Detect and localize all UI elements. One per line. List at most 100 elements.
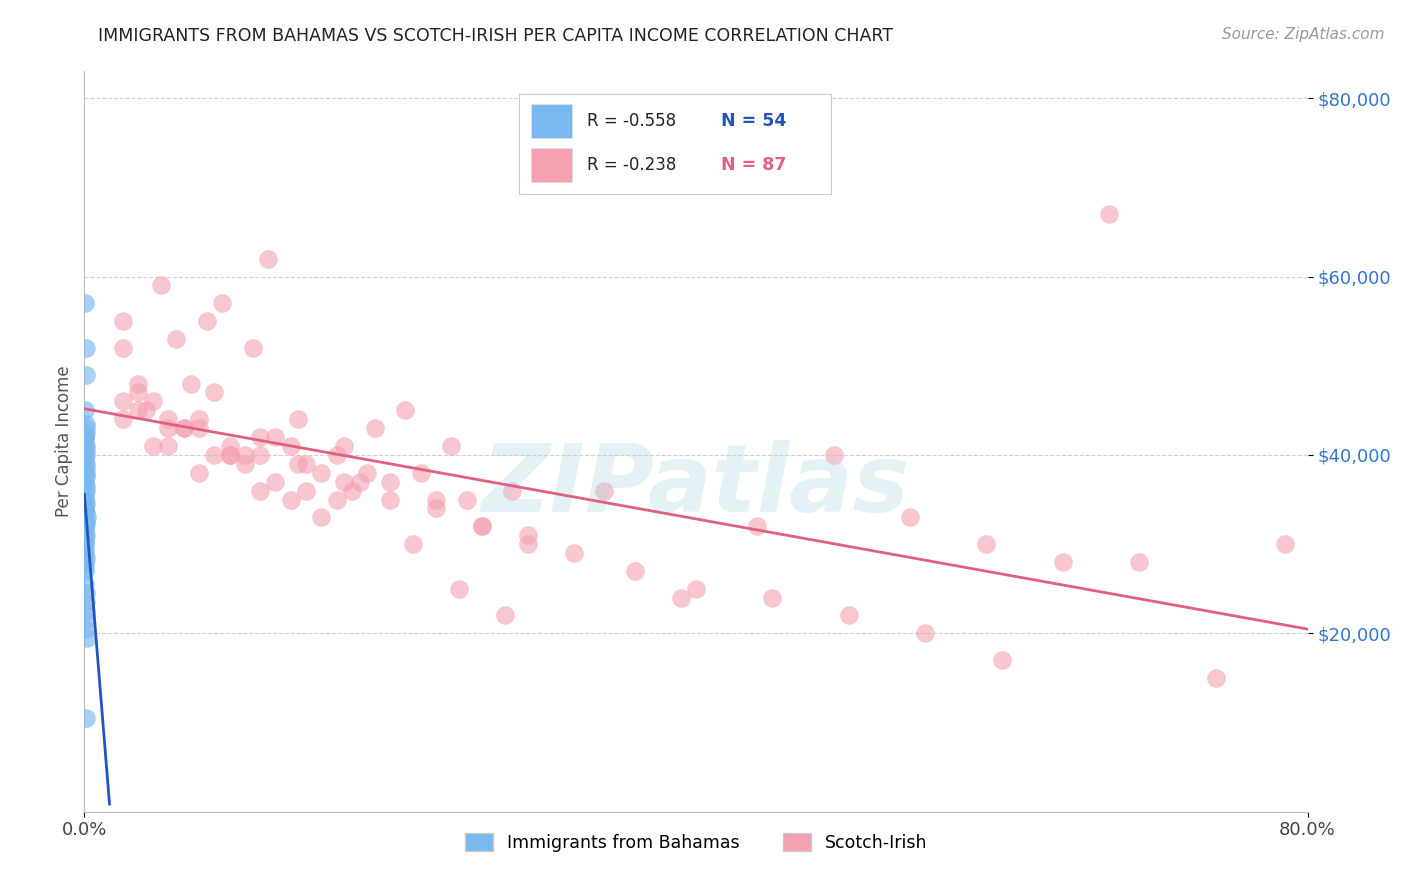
Point [249,430,271,444]
Point [75,550,97,565]
Point [76,510,98,524]
Point [1128,555,1150,569]
Point [516,528,538,542]
Point [218,439,240,453]
Point [562,546,585,560]
Point [287,412,309,426]
Point [380,475,402,489]
Point [111,394,134,409]
Point [333,475,356,489]
Point [142,439,165,453]
Point [73,501,96,516]
Point [447,582,470,596]
Text: Source: ZipAtlas.com: Source: ZipAtlas.com [1222,27,1385,42]
Point [75,452,97,467]
Point [333,439,356,453]
Point [914,626,936,640]
Point [471,519,494,533]
Point [157,439,180,453]
Point [356,466,378,480]
Point [287,457,309,471]
Point [173,421,195,435]
Point [233,448,256,462]
Point [157,412,180,426]
Text: ZIPatlas: ZIPatlas [482,440,910,532]
Point [127,376,149,391]
Point [340,483,363,498]
Point [761,591,783,605]
Point [75,524,97,538]
Point [75,466,97,480]
Point [838,608,860,623]
Point [73,577,96,591]
Point [233,457,256,471]
Point [75,417,97,431]
Point [75,430,97,444]
Point [73,530,96,544]
Point [325,492,347,507]
Point [425,501,447,516]
Point [73,537,96,551]
Point [75,443,97,458]
Point [747,519,769,533]
Point [111,314,134,328]
Point [394,403,416,417]
Point [1052,555,1074,569]
Point [75,604,97,618]
Point [135,403,157,417]
Point [75,546,97,560]
Point [75,586,97,600]
Point [75,517,97,532]
Point [157,421,180,435]
Point [188,466,211,480]
Point [73,555,96,569]
Point [75,430,97,444]
Point [471,519,494,533]
Point [380,492,402,507]
Point [976,537,998,551]
Point [75,425,97,440]
Point [75,439,97,453]
Point [75,564,97,578]
Point [295,457,318,471]
Point [593,483,616,498]
Point [425,492,447,507]
Point [502,483,524,498]
Point [75,515,97,529]
Point [75,296,97,310]
Point [75,497,97,511]
Point [73,467,96,482]
Point [75,483,97,498]
Point [75,535,97,549]
Point [516,537,538,551]
Point [440,439,463,453]
Point [325,448,347,462]
Point [202,385,225,400]
Point [1205,671,1227,685]
Point [73,475,96,489]
Point [75,613,97,627]
Point [349,475,371,489]
Text: IMMIGRANTS FROM BAHAMAS VS SCOTCH-IRISH PER CAPITA INCOME CORRELATION CHART: IMMIGRANTS FROM BAHAMAS VS SCOTCH-IRISH … [98,27,893,45]
Point [195,314,218,328]
Point [249,448,271,462]
Point [1274,537,1296,551]
Point [75,503,97,517]
Point [249,483,271,498]
Point [280,439,302,453]
Point [180,376,202,391]
Point [75,421,97,435]
Point [75,528,97,542]
Point [823,448,845,462]
Point [75,479,97,493]
Point [73,434,96,449]
Point [75,470,97,484]
Point [364,421,387,435]
Point [295,483,318,498]
Point [218,448,240,462]
Point [75,461,97,475]
Point [898,510,921,524]
Point [311,510,333,524]
Point [142,394,165,409]
Point [669,591,692,605]
